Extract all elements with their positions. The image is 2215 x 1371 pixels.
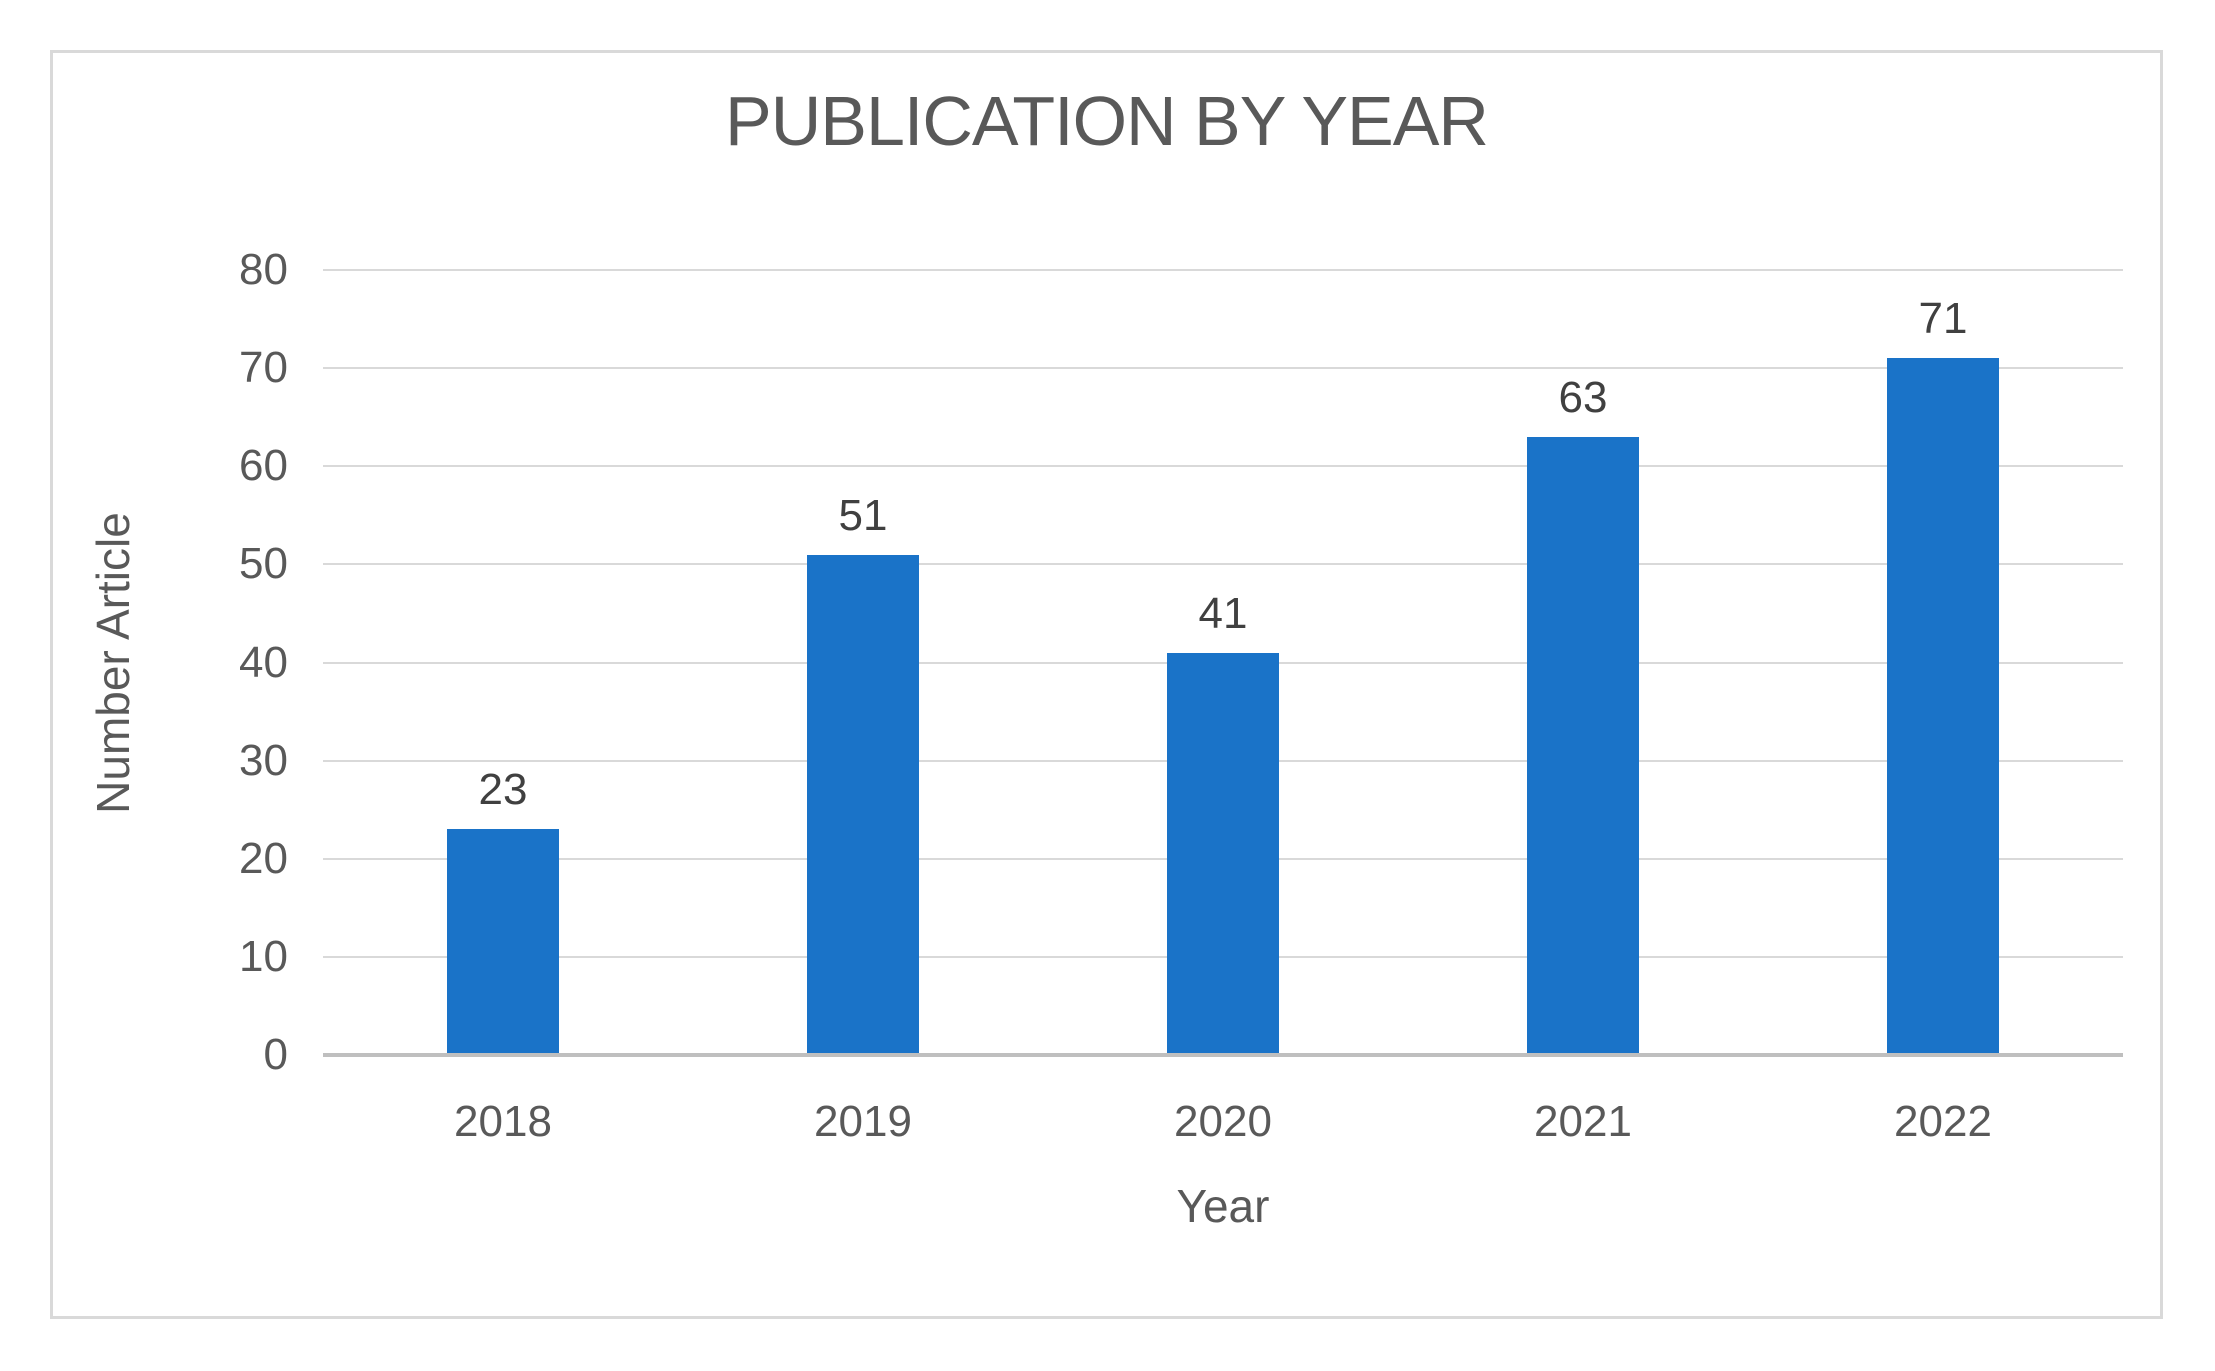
plot-area: 23 51 41 63 71 bbox=[323, 269, 2123, 1057]
bar-value-label: 71 bbox=[1918, 294, 1968, 344]
gridline bbox=[323, 269, 2123, 271]
bar-2021 bbox=[1527, 436, 1639, 1055]
gridline bbox=[323, 367, 2123, 370]
y-tick-label: 20 bbox=[239, 833, 288, 883]
bar-value-label: 63 bbox=[1558, 372, 1608, 422]
y-tick-label: 70 bbox=[239, 343, 288, 393]
y-tick-label: 50 bbox=[239, 539, 288, 589]
bar-value-label: 41 bbox=[1198, 588, 1248, 638]
x-axis-title: Year bbox=[1176, 1180, 1270, 1232]
x-axis-line bbox=[323, 1053, 2123, 1057]
y-tick-label: 80 bbox=[239, 245, 288, 294]
y-tick-label: 40 bbox=[239, 637, 288, 687]
gridline bbox=[323, 465, 2123, 468]
x-tick-label: 2021 bbox=[1534, 1097, 1632, 1146]
chart-title: PUBLICATION BY YEAR bbox=[725, 82, 1489, 160]
bar-2020 bbox=[1167, 652, 1279, 1055]
y-tick-label: 10 bbox=[239, 931, 288, 981]
x-tick-label: 2018 bbox=[454, 1097, 552, 1146]
bar-2018 bbox=[447, 829, 559, 1055]
bar-2022 bbox=[1887, 358, 1999, 1055]
y-tick-label: 30 bbox=[239, 735, 288, 785]
x-tick-label: 2022 bbox=[1894, 1097, 1992, 1146]
bar-value-label: 23 bbox=[478, 765, 528, 815]
x-tick-label: 2019 bbox=[814, 1097, 912, 1146]
gridline bbox=[323, 563, 2123, 566]
y-tick-label: 60 bbox=[239, 441, 288, 491]
bar-2019 bbox=[807, 554, 919, 1055]
chart-frame: PUBLICATION BY YEAR Number Article 0 10 20… bbox=[50, 50, 2163, 1319]
x-tick-label: 2020 bbox=[1174, 1097, 1272, 1146]
y-tick-label: 0 bbox=[263, 1030, 288, 1079]
bar-value-label: 51 bbox=[838, 490, 888, 540]
